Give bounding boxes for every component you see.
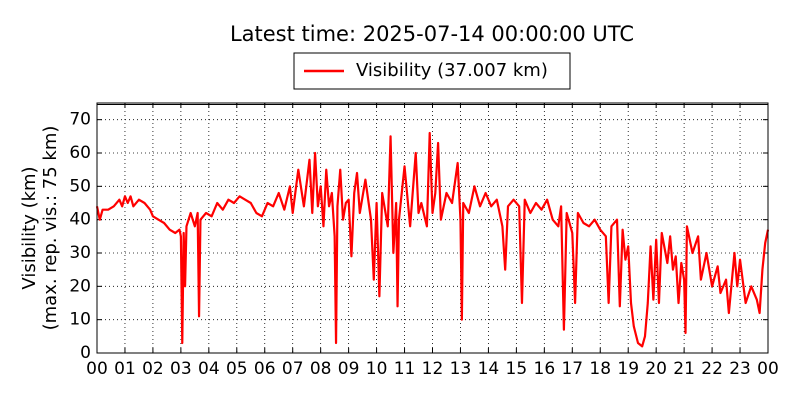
chart-title: Latest time: 2025-07-14 00:00:00 UTC (230, 22, 634, 46)
y-tick-label: 40 (69, 210, 91, 230)
x-tick-label: 21 (673, 359, 695, 379)
legend: Visibility (37.007 km) (293, 52, 571, 90)
x-tick-label: 08 (310, 359, 332, 379)
x-tick-label: 13 (450, 359, 472, 379)
x-tick-label: 11 (394, 359, 416, 379)
x-tick-label: 06 (254, 359, 276, 379)
data-line (95, 131, 770, 348)
y-axis-label: (max. rep. vis.: 75 km) (40, 126, 61, 331)
x-tick-label: 01 (114, 359, 136, 379)
y-tick-label: 60 (69, 143, 91, 163)
x-tick-label: 19 (617, 359, 639, 379)
y-tick-label: 50 (69, 176, 91, 196)
legend-label: Visibility (37.007 km) (356, 60, 548, 81)
x-tick-label: 12 (422, 359, 444, 379)
y-tick-label: 70 (69, 110, 91, 130)
y-tick-label: 0 (80, 343, 91, 363)
x-tick-label: 07 (282, 359, 304, 379)
x-tick-label: 17 (561, 359, 583, 379)
x-tick-label: 04 (198, 359, 220, 379)
y-tick-label: 10 (69, 310, 91, 330)
x-tick-label: 09 (338, 359, 360, 379)
x-tick-label: 22 (701, 359, 723, 379)
y-axis-label: Visibility (km) (19, 166, 40, 289)
x-tick-label: 20 (645, 359, 667, 379)
x-tick-label: 10 (366, 359, 388, 379)
x-tick-label: 14 (478, 359, 500, 379)
x-tick-label: 02 (142, 359, 164, 379)
y-tick-label: 20 (69, 276, 91, 296)
x-tick-label: 03 (170, 359, 192, 379)
x-tick-label: 23 (729, 359, 751, 379)
y-tick-label: 30 (69, 243, 91, 263)
x-tick-label: 15 (506, 359, 528, 379)
x-tick-label: 00 (757, 359, 779, 379)
x-tick-label: 05 (226, 359, 248, 379)
x-tick-label: 16 (534, 359, 556, 379)
x-tick-label: 00 (86, 359, 108, 379)
plot-frame (96, 102, 769, 354)
x-tick-label: 18 (589, 359, 611, 379)
